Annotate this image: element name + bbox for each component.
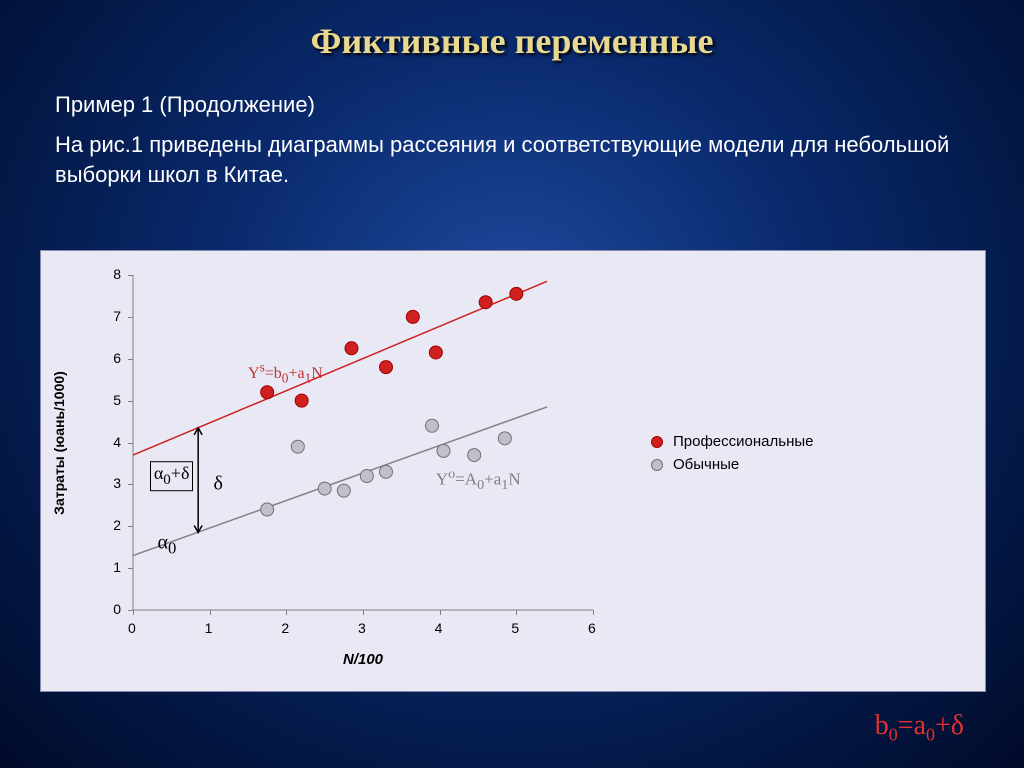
plot-area: Ys=b0+a1N Yo=A0+a1N α0+δ δ α0: [133, 275, 593, 610]
point-regular: [261, 503, 274, 516]
x-tick: [363, 610, 364, 615]
y-tick: [128, 275, 133, 276]
annotation-alpha0_delta: α0+δ: [150, 461, 194, 491]
y-tick-label: 0: [113, 601, 121, 617]
x-tick: [133, 610, 134, 615]
point-regular: [437, 444, 450, 457]
point-professional: [429, 346, 442, 359]
slide-subtitle: Пример 1 (Продолжение): [55, 92, 1024, 118]
x-tick-label: 5: [511, 620, 519, 636]
y-tick: [128, 526, 133, 527]
x-tick: [440, 610, 441, 615]
point-regular: [380, 465, 393, 478]
legend-marker-icon: [651, 436, 663, 448]
y-tick: [128, 568, 133, 569]
x-tick: [286, 610, 287, 615]
plot-svg: [133, 275, 593, 610]
y-tick: [128, 484, 133, 485]
annotation-eq_top: Ys=b0+a1N: [248, 360, 323, 387]
slide-title: Фиктивные переменные: [0, 20, 1024, 62]
x-tick-label: 1: [205, 620, 213, 636]
y-tick-label: 2: [113, 517, 121, 533]
x-tick-label: 0: [128, 620, 136, 636]
point-regular: [498, 432, 511, 445]
y-tick-label: 1: [113, 559, 121, 575]
chart-container: Затраты (юань/1000) N/100 Ys=b0+a1N Yo=A0…: [40, 250, 986, 692]
legend-label: Профессиональные: [673, 433, 813, 450]
point-regular: [337, 484, 350, 497]
slide: Фиктивные переменные Пример 1 (Продолжен…: [0, 0, 1024, 768]
slide-body: На рис.1 приведены диаграммы рассеяния и…: [55, 130, 964, 189]
annotation-delta: δ: [214, 473, 223, 496]
bottom-formula: b0=a0+δ: [875, 710, 964, 746]
y-tick-label: 4: [113, 434, 121, 450]
point-professional: [510, 287, 523, 300]
point-professional: [345, 342, 358, 355]
y-tick-label: 8: [113, 266, 121, 282]
y-axis-label: Затраты (юань/1000): [51, 371, 67, 515]
point-professional: [295, 394, 308, 407]
y-tick: [128, 401, 133, 402]
x-tick-label: 3: [358, 620, 366, 636]
legend-item: Профессиональные: [651, 433, 813, 450]
y-tick-label: 7: [113, 308, 121, 324]
y-tick: [128, 359, 133, 360]
x-tick-label: 4: [435, 620, 443, 636]
x-tick-label: 2: [281, 620, 289, 636]
x-tick: [516, 610, 517, 615]
annotation-eq_bot: Yo=A0+a1N: [436, 466, 521, 494]
point-regular: [360, 470, 373, 483]
y-tick-label: 3: [113, 475, 121, 491]
point-regular: [291, 440, 304, 453]
y-tick-label: 6: [113, 350, 121, 366]
delta-arrow: [194, 428, 202, 533]
legend-item: Обычные: [651, 456, 813, 473]
x-axis-label: N/100: [343, 651, 383, 668]
point-regular: [468, 449, 481, 462]
x-tick: [593, 610, 594, 615]
point-professional: [406, 310, 419, 323]
y-tick: [128, 443, 133, 444]
legend: Профессиональные Обычные: [651, 433, 813, 479]
point-professional: [380, 361, 393, 374]
y-tick: [128, 317, 133, 318]
annotation-alpha0: α0: [158, 532, 177, 559]
y-tick: [128, 610, 133, 611]
legend-label: Обычные: [673, 456, 739, 473]
point-professional: [479, 296, 492, 309]
point-regular: [426, 419, 439, 432]
point-professional: [261, 386, 274, 399]
x-tick: [210, 610, 211, 615]
y-tick-label: 5: [113, 392, 121, 408]
point-regular: [318, 482, 331, 495]
x-tick-label: 6: [588, 620, 596, 636]
legend-marker-icon: [651, 459, 663, 471]
